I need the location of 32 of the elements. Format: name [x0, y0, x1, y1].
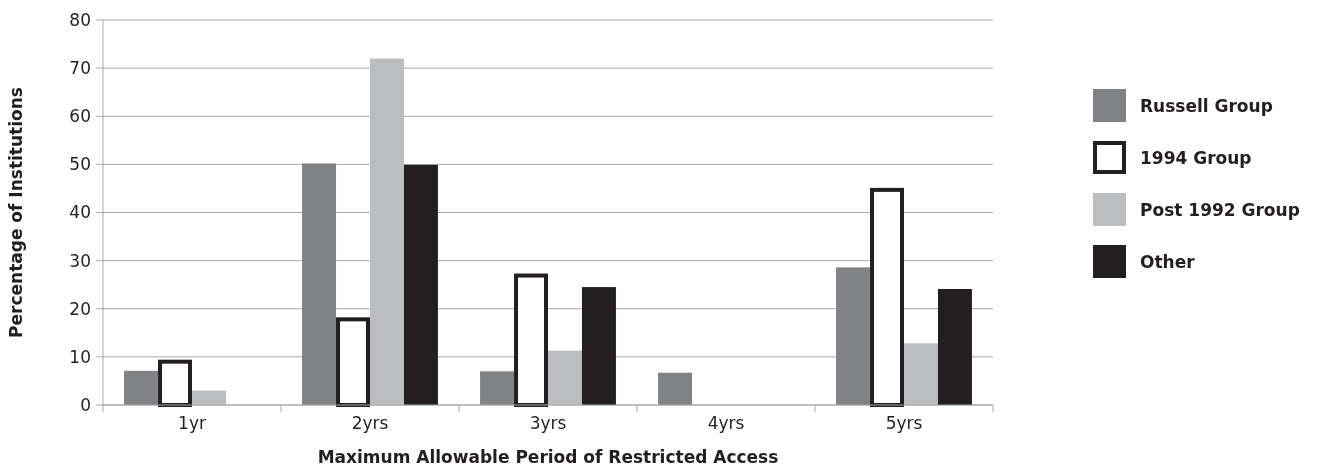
bar — [937, 289, 972, 405]
x-tick-label: 2yrs — [351, 413, 389, 433]
y-tick-label: 50 — [69, 154, 91, 175]
x-tick-label: 3yrs — [529, 413, 567, 433]
bar — [124, 370, 159, 405]
x-tick-label: 5yrs — [885, 413, 923, 433]
bar — [480, 371, 515, 405]
bar — [192, 390, 226, 405]
y-tick-label: 0 — [80, 394, 91, 415]
x-tick-label: 1yr — [178, 413, 206, 433]
bar — [581, 287, 616, 405]
bar — [548, 350, 582, 405]
y-tick-label: 40 — [69, 202, 91, 223]
y-tick-label: 80 — [69, 9, 91, 30]
legend-label: Russell Group — [1140, 95, 1273, 116]
legend-label: Other — [1140, 251, 1196, 272]
legend-label: 1994 Group — [1140, 147, 1252, 168]
bar — [302, 163, 337, 405]
y-tick-label: 30 — [69, 250, 91, 271]
y-tick-label: 10 — [69, 346, 91, 367]
bar — [904, 343, 938, 405]
bar — [403, 164, 438, 405]
y-tick-label: 20 — [69, 298, 91, 319]
y-axis-title: Percentage of Institutions — [6, 87, 26, 338]
y-tick-label: 60 — [69, 106, 91, 127]
x-tick-label: 4yrs — [707, 413, 745, 433]
legend-label: Post 1992 Group — [1140, 199, 1300, 220]
x-axis-title: Maximum Allowable Period of Restricted Access — [317, 447, 779, 467]
y-tick-label: 70 — [69, 58, 91, 79]
bar — [836, 267, 871, 405]
bar — [370, 58, 404, 405]
bar — [658, 372, 693, 405]
